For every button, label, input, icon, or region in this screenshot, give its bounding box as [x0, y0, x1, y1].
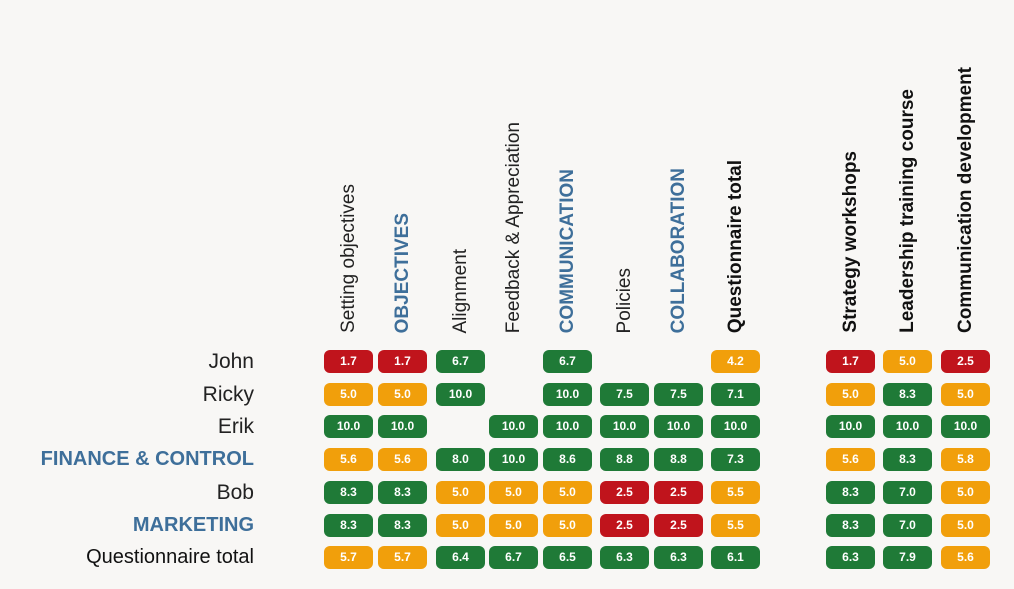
- heatmap-cell: 5.0: [378, 383, 427, 406]
- heatmap-cell: 7.1: [711, 383, 760, 406]
- heatmap-cell: 5.6: [324, 448, 373, 471]
- heatmap-cell: 5.0: [324, 383, 373, 406]
- heatmap-cell: 1.7: [324, 350, 373, 373]
- heatmap-cell: 10.0: [941, 415, 990, 438]
- heatmap-cell: 2.5: [600, 481, 649, 504]
- row-label: FINANCE & CONTROL: [40, 448, 254, 470]
- heatmap-cell: 8.3: [883, 383, 932, 406]
- heatmap-cell: 7.5: [654, 383, 703, 406]
- heatmap-cell: 6.4: [436, 546, 485, 569]
- column-header: Policies: [614, 267, 635, 333]
- heatmap-cell: 5.0: [436, 481, 485, 504]
- row-label: Erik: [217, 415, 254, 438]
- heatmap-cell: 8.3: [883, 448, 932, 471]
- heatmap-cell: 8.3: [324, 514, 373, 537]
- heatmap-cell: 5.6: [378, 448, 427, 471]
- row-label: John: [208, 350, 254, 373]
- column-header: Alignment: [450, 248, 471, 334]
- heatmap-cell: 7.3: [711, 448, 760, 471]
- heatmap-cell: 10.0: [378, 415, 427, 438]
- heatmap-cell: 6.3: [654, 546, 703, 569]
- heatmap-cell: 7.0: [883, 514, 932, 537]
- heatmap-cell: 8.3: [378, 514, 427, 537]
- column-header: Strategy workshops: [840, 151, 861, 333]
- heatmap-cell: 10.0: [711, 415, 760, 438]
- heatmap-cell: 7.9: [883, 546, 932, 569]
- row-label: Questionnaire total: [86, 546, 254, 568]
- heatmap-cell: 5.0: [883, 350, 932, 373]
- heatmap-cell: 1.7: [826, 350, 875, 373]
- row-label: Bob: [216, 481, 254, 504]
- heatmap-cell: 10.0: [600, 415, 649, 438]
- heatmap-cell: 2.5: [600, 514, 649, 537]
- heatmap-cell: 2.5: [654, 514, 703, 537]
- heatmap-cell: 2.5: [941, 350, 990, 373]
- heatmap-cell: 5.7: [378, 546, 427, 569]
- heatmap-cell: 6.5: [543, 546, 592, 569]
- heatmap-cell: 1.7: [378, 350, 427, 373]
- column-header: Leadership training course: [897, 89, 918, 333]
- heatmap-cell: 5.0: [436, 514, 485, 537]
- heatmap-cell: 8.3: [826, 481, 875, 504]
- column-header: Setting objectives: [338, 184, 359, 333]
- heatmap-cell: 5.8: [941, 448, 990, 471]
- heatmap-cell: 8.8: [654, 448, 703, 471]
- column-header: COLLABORATION: [668, 167, 689, 333]
- heatmap-cell: 8.0: [436, 448, 485, 471]
- heatmap-cell: 5.7: [324, 546, 373, 569]
- heatmap-cell: 5.0: [941, 383, 990, 406]
- heatmap-cell: 5.0: [826, 383, 875, 406]
- heatmap-cell: 8.8: [600, 448, 649, 471]
- heatmap-cell: 4.2: [711, 350, 760, 373]
- heatmap-cell: 5.0: [941, 514, 990, 537]
- heatmap-cell: 10.0: [654, 415, 703, 438]
- heatmap-cell: 6.7: [543, 350, 592, 373]
- heatmap-cell: 10.0: [543, 415, 592, 438]
- column-header: Questionnaire total: [725, 159, 746, 333]
- heatmap-cell: 6.7: [489, 546, 538, 569]
- heatmap-cell: 5.5: [711, 481, 760, 504]
- heatmap-cell: 7.0: [883, 481, 932, 504]
- column-header: OBJECTIVES: [392, 212, 413, 333]
- heatmap-cell: 10.0: [489, 448, 538, 471]
- heatmap-cell: 5.6: [826, 448, 875, 471]
- heatmap-cell: 6.3: [600, 546, 649, 569]
- heatmap-cell: 5.5: [711, 514, 760, 537]
- heatmap-cell: 5.0: [941, 481, 990, 504]
- heatmap-cell: 5.0: [489, 481, 538, 504]
- heatmap-cell: 5.0: [489, 514, 538, 537]
- heatmap-cell: 6.7: [436, 350, 485, 373]
- heatmap-cell: 10.0: [324, 415, 373, 438]
- heatmap-cell: 8.3: [826, 514, 875, 537]
- heatmap-cell: 5.0: [543, 514, 592, 537]
- heatmap-cell: 2.5: [654, 481, 703, 504]
- heatmap-cell: 10.0: [489, 415, 538, 438]
- heatmap-cell: 10.0: [883, 415, 932, 438]
- column-header: COMMUNICATION: [557, 168, 578, 333]
- heatmap-cell: 8.3: [378, 481, 427, 504]
- heatmap-cell: 8.3: [324, 481, 373, 504]
- heatmap-cell: 10.0: [436, 383, 485, 406]
- heatmap-cell: 10.0: [826, 415, 875, 438]
- heatmap-cell: 10.0: [543, 383, 592, 406]
- heatmap-cell: 6.1: [711, 546, 760, 569]
- column-header: Feedback & Appreciation: [503, 121, 524, 333]
- heatmap-cell: 6.3: [826, 546, 875, 569]
- heatmap-cell: 8.6: [543, 448, 592, 471]
- row-label: Ricky: [202, 383, 254, 406]
- heatmap-cell: 7.5: [600, 383, 649, 406]
- row-label: MARKETING: [132, 514, 254, 536]
- heatmap-cell: 5.6: [941, 546, 990, 569]
- heatmap-cell: 5.0: [543, 481, 592, 504]
- column-header: Communication development: [955, 66, 976, 333]
